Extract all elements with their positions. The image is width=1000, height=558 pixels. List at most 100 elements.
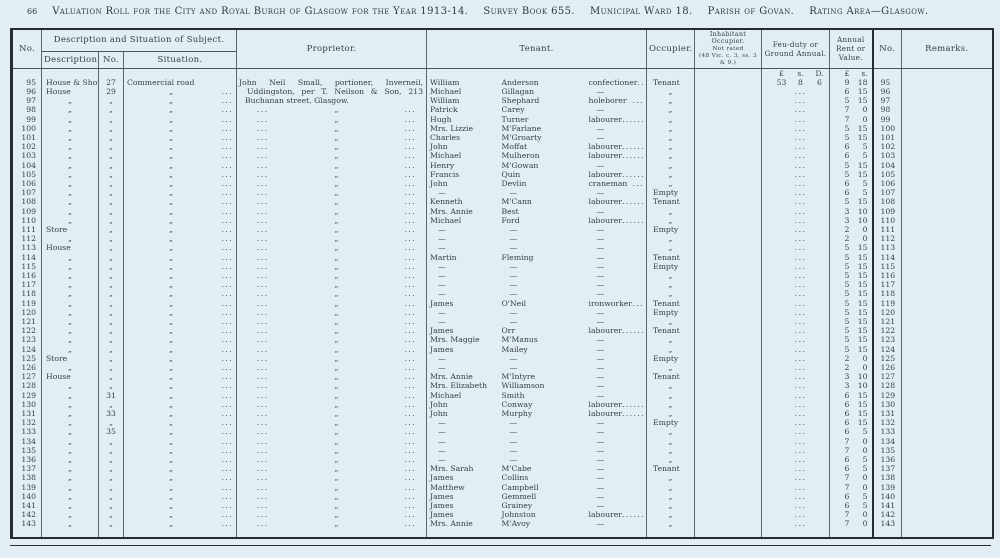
- cell-row-no-right: 114: [872, 252, 902, 262]
- cell-inhabitant-occupier: [694, 142, 762, 152]
- cell-tenant-occupation: —: [586, 86, 647, 97]
- cell-tenant-surname: Smith: [501, 390, 525, 400]
- cell-situation: „...: [123, 114, 237, 124]
- cell-situation: „...: [123, 252, 237, 262]
- cell-row-no-right: 124: [872, 344, 902, 354]
- cell-tenant-occupation: —: [586, 344, 647, 354]
- cell-feu-duty: ...: [761, 326, 830, 336]
- cell-tenant-occupation: labourer......: [586, 409, 647, 419]
- cell-feu-duty: ...: [761, 344, 830, 354]
- cell-inhabitant-occupier: [694, 270, 762, 281]
- cell-situation: „...: [123, 427, 237, 437]
- cell-inhabitant-occupier: [694, 409, 762, 419]
- cell-tenant-surname: Gillagan: [501, 86, 535, 96]
- cell-inhabitant-occupier: [694, 298, 762, 308]
- cell-situation: „...: [123, 381, 237, 391]
- cell-proprietor: ... „...: [236, 455, 427, 465]
- cell-row-no-left: 129: [11, 390, 42, 400]
- cell-row-no-left: 102: [11, 142, 42, 152]
- cell-tenant-forename: —: [438, 353, 446, 363]
- cell-proprietor: ... „...: [236, 280, 427, 290]
- cell-tenant-occupation: —: [586, 105, 647, 115]
- cell-tenant-forename: —: [438, 270, 446, 280]
- cell-row-no-left: 121: [11, 316, 42, 327]
- cell-remarks: [902, 409, 993, 418]
- cell-inhabitant-occupier: [694, 96, 762, 106]
- cell-occupier: Empty: [646, 188, 695, 198]
- cell-remarks: [902, 78, 993, 87]
- cell-street-no: „: [98, 344, 124, 354]
- cell-situation: „...: [123, 455, 237, 465]
- table-row: 110 „ „ „... ... „... Michael Ford labour…: [11, 215, 993, 225]
- cell-tenant-surname: Carey: [501, 105, 525, 115]
- cell-feu-duty: ...: [761, 510, 830, 520]
- cell-remarks: [902, 96, 993, 105]
- cell-tenant-surname: —: [509, 224, 518, 234]
- cell-tenant-surname: Mailey: [501, 344, 528, 354]
- cell-situation: „...: [123, 280, 237, 290]
- cell-street-no: „: [98, 178, 124, 189]
- cell-street-no: „: [98, 418, 124, 428]
- cell-tenant-forename: —: [438, 224, 446, 234]
- cell-occupier: Tenant: [646, 252, 695, 262]
- cell-remarks: [902, 170, 993, 179]
- table-row: 143 „ „ „... ... „... Mrs. Annie M'Avoy —…: [11, 519, 993, 529]
- cell-proprietor: ... „...: [236, 252, 427, 262]
- cell-row-no-right: 129: [872, 390, 902, 400]
- cell-proprietor: ... „...: [236, 114, 427, 124]
- cell-situation: „...: [123, 234, 237, 244]
- cell-situation: „...: [123, 96, 237, 106]
- cell-inhabitant-occupier: [694, 224, 762, 235]
- cell-remarks: [902, 326, 993, 335]
- cell-tenant-forename: —: [438, 436, 446, 446]
- cell-row-no-left: 108: [11, 197, 42, 207]
- table-row: 106 „ „ „... ... „... John Devlin cranema…: [11, 178, 993, 189]
- cell-proprietor: ... „...: [236, 501, 427, 511]
- cell-tenant-occupation: —: [586, 353, 647, 363]
- cell-street-no: „: [98, 169, 124, 179]
- table-row: 115 „ „ „... ... „... — — — Empty ... 5 15…: [11, 261, 993, 271]
- cell-tenant-forename: —: [438, 316, 446, 326]
- cell-row-no-left: 112: [11, 234, 42, 244]
- municipal-ward: Municipal Ward 18.: [589, 6, 693, 17]
- header-tenant: Tenant.: [426, 29, 647, 69]
- cell-tenant-occupation: —: [586, 335, 647, 345]
- cell-row-no-left: 113: [11, 243, 42, 253]
- units-row: £ s. D. £ s.: [11, 68, 993, 78]
- cell-feu-duty: ...: [761, 178, 830, 189]
- cell-annual-rent: 5 15: [829, 197, 874, 207]
- cell-remarks: [902, 280, 993, 289]
- cell-occupier: Tenant: [646, 372, 695, 382]
- cell-feu-duty: ...: [761, 105, 830, 115]
- cell-description: „: [41, 399, 99, 410]
- cell-row-no-left: 126: [11, 363, 42, 373]
- cell-proprietor: ... „...: [236, 363, 427, 373]
- cell-street-no: „: [98, 289, 124, 299]
- cell-tenant-forename: John: [430, 399, 448, 409]
- cell-description: „: [41, 363, 99, 373]
- cell-row-no-right: 118: [872, 289, 902, 299]
- cell-tenant-surname: —: [509, 436, 518, 446]
- cell-annual-rent: 5 15: [829, 261, 874, 271]
- cell-description: House: [41, 372, 99, 382]
- cell-proprietor: ... „...: [236, 409, 427, 419]
- cell-description: „: [41, 418, 99, 428]
- cell-situation: „...: [123, 390, 237, 400]
- cell-feu-duty: ...: [761, 427, 830, 437]
- cell-feu-duty: ...: [761, 243, 830, 253]
- cell-inhabitant-occupier: [694, 372, 762, 382]
- cell-remarks: [902, 142, 993, 151]
- cell-inhabitant-occupier: [694, 381, 762, 391]
- cell-inhabitant-occupier: [694, 363, 762, 373]
- cell-inhabitant-occupier: [694, 335, 762, 345]
- cell-proprietor: ... „...: [236, 473, 427, 483]
- cell-tenant-forename: James: [430, 491, 454, 501]
- cell-feu-duty: ...: [761, 123, 830, 133]
- units-rent: £ s.: [829, 68, 874, 78]
- cell-situation: „...: [123, 224, 237, 235]
- cell-tenant-surname: M'Gowan: [501, 160, 539, 170]
